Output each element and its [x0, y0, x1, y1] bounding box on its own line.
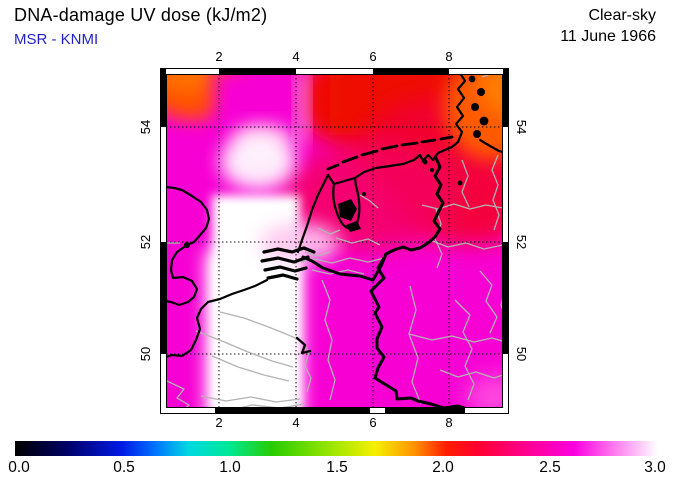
sky-condition-label: Clear-sky: [588, 7, 656, 24]
date-label: 11 June 1966: [560, 28, 656, 45]
lon-tick-bottom-4: 4: [292, 415, 300, 430]
condition-date-block: Clear-sky 11 June 1966: [560, 5, 656, 47]
coast-german-estuaries: [454, 74, 467, 144]
lon-tick-top-4: 4: [292, 49, 300, 64]
coast-holland-west: [296, 173, 330, 254]
dataset-label: MSR - KNMI: [14, 31, 99, 48]
wadden-islands: [326, 135, 454, 171]
lon-tick-bottom-6: 6: [369, 415, 377, 430]
colorbar-label-3.0: 3.0: [644, 459, 666, 476]
colorbar-label-1.5: 1.5: [326, 459, 348, 476]
lat-tick-left-54: 54: [138, 119, 153, 135]
colorbar-label-1.0: 1.0: [219, 459, 241, 476]
map-frame-outer: [160, 68, 509, 414]
page-title: DNA-damage UV dose (kJ/m2): [14, 5, 268, 25]
lat-tick-left-52: 52: [138, 234, 153, 250]
flevoland-polders: [184, 75, 489, 248]
colorbar-label-0.5: 0.5: [113, 459, 135, 476]
coast-frisian: [353, 140, 460, 180]
coast-england: [166, 185, 211, 307]
map-frame-segments: [161, 69, 508, 413]
map-coastlines: [166, 74, 503, 359]
lon-tick-bottom-2: 2: [215, 415, 223, 430]
border-nl-de: [384, 156, 445, 256]
lon-tick-top-8: 8: [445, 49, 453, 64]
colorbar-label-2.5: 2.5: [539, 459, 561, 476]
lat-tick-right-52: 52: [514, 234, 529, 250]
zeeland-delta: [260, 246, 316, 281]
lat-tick-right-50: 50: [514, 346, 529, 362]
colorbar-gradient: [15, 441, 658, 456]
border-fr-be: [295, 336, 312, 355]
map-dose-field: [166, 74, 503, 408]
uv-dose-map: [160, 68, 509, 414]
lon-tick-top-6: 6: [369, 49, 377, 64]
lat-tick-left-50: 50: [138, 346, 153, 362]
lat-tick-right-54: 54: [514, 119, 529, 135]
map-inland-borders: [166, 74, 503, 408]
colorbar-label-0.0: 0.0: [8, 459, 30, 476]
coast-belgium-france: [166, 278, 269, 359]
map-gridlines: [166, 74, 503, 408]
lon-tick-top-2: 2: [215, 49, 223, 64]
colorbar-label-2.0: 2.0: [432, 459, 454, 476]
map-frame-inner: [166, 74, 503, 408]
lon-tick-bottom-8: 8: [445, 415, 453, 430]
